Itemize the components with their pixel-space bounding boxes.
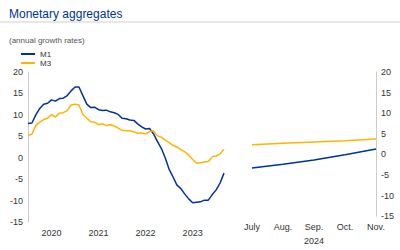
svg-text:10: 10	[381, 108, 391, 118]
svg-text:20: 20	[13, 67, 23, 77]
svg-text:0: 0	[18, 153, 23, 163]
svg-text:-15: -15	[10, 217, 23, 227]
svg-text:2024: 2024	[304, 236, 324, 246]
svg-text:-15: -15	[381, 211, 394, 221]
svg-text:5: 5	[18, 131, 23, 141]
svg-text:20: 20	[381, 67, 391, 77]
svg-text:Sep.: Sep.	[305, 222, 324, 232]
svg-text:2021: 2021	[89, 228, 109, 238]
svg-text:(annual growth rates): (annual growth rates)	[9, 36, 85, 45]
svg-text:10: 10	[13, 110, 23, 120]
svg-text:2023: 2023	[183, 228, 203, 238]
svg-text:5: 5	[381, 129, 386, 139]
svg-text:2020: 2020	[42, 228, 62, 238]
svg-text:M3: M3	[40, 59, 52, 68]
svg-text:Monetary aggregates: Monetary aggregates	[9, 7, 122, 21]
svg-text:-10: -10	[10, 196, 23, 206]
svg-text:Aug.: Aug.	[274, 222, 293, 232]
svg-text:15: 15	[381, 88, 391, 98]
svg-text:2022: 2022	[136, 228, 156, 238]
svg-text:July: July	[244, 222, 261, 232]
svg-text:Oct.: Oct.	[337, 222, 354, 232]
svg-text:M1: M1	[40, 50, 52, 59]
svg-text:-10: -10	[381, 191, 394, 201]
svg-text:Nov.: Nov.	[367, 222, 385, 232]
svg-text:-5: -5	[381, 170, 389, 180]
svg-text:0: 0	[381, 149, 386, 159]
svg-text:15: 15	[13, 88, 23, 98]
svg-text:-5: -5	[15, 174, 23, 184]
